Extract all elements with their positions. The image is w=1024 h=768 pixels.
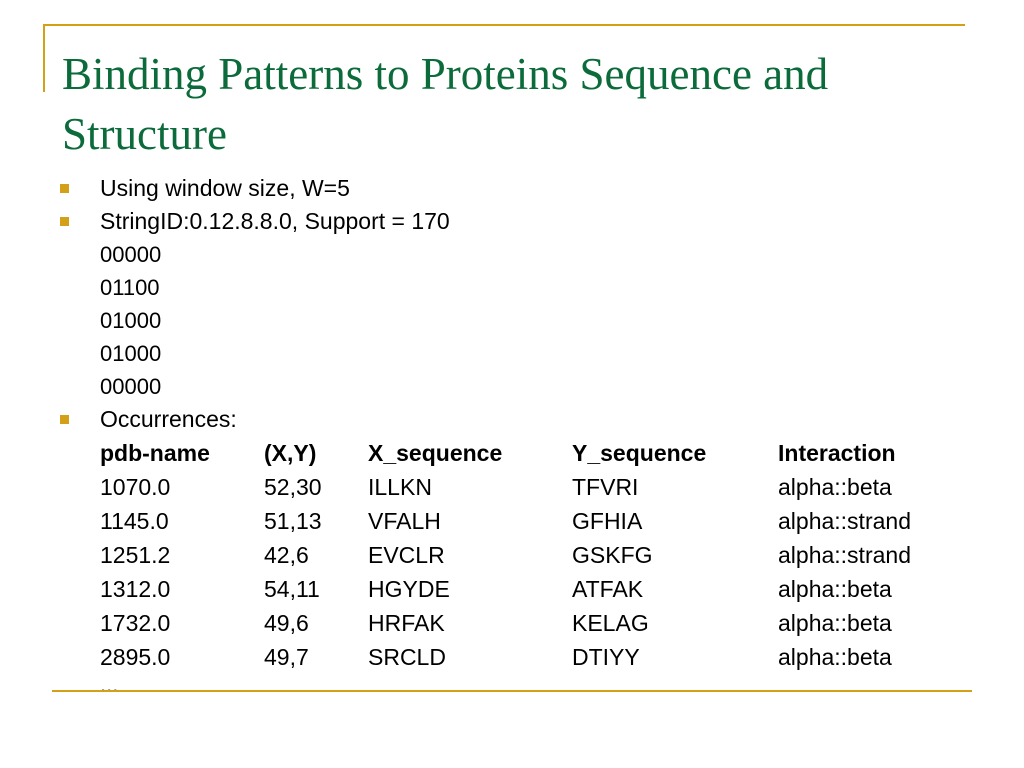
- slide-content: Using window size, W=5 StringID:0.12.8.8…: [60, 172, 980, 696]
- occurrences-table: pdb-name (X,Y) X_sequence Y_sequence Int…: [100, 436, 948, 674]
- bullet-string-id: StringID:0.12.8.8.0, Support = 170: [60, 205, 980, 238]
- column-header: (X,Y): [264, 440, 317, 466]
- column-header: Y_sequence: [572, 440, 707, 466]
- table-cell: HGYDE: [368, 576, 450, 602]
- bullet-square-icon: [60, 217, 69, 226]
- table-cell: 1251.2: [100, 542, 171, 568]
- table-cell: 1312.0: [100, 576, 171, 602]
- table-cell: GSKFG: [572, 542, 653, 568]
- table-cell: HRFAK: [368, 610, 445, 636]
- table-cell: ATFAK: [572, 576, 644, 602]
- table-cell: alpha::strand: [778, 508, 911, 534]
- bullet-square-icon: [60, 415, 69, 424]
- table-cell: EVCLR: [368, 542, 445, 568]
- table-cell: SRCLD: [368, 644, 446, 670]
- table-row: 1312.0 54,11 HGYDE ATFAK alpha::beta: [100, 572, 948, 606]
- table-cell: 42,6: [264, 542, 309, 568]
- column-header: Interaction: [778, 440, 896, 466]
- table-cell: 49,7: [264, 644, 309, 670]
- matrix-row: 00000: [100, 374, 162, 399]
- table-cell: TFVRI: [572, 474, 639, 500]
- bullet-square-icon: [60, 184, 69, 193]
- table-cell: 1732.0: [100, 610, 171, 636]
- bullet-text: Occurrences:: [100, 406, 237, 432]
- table-cell: KELAG: [572, 610, 649, 636]
- table-header-row: pdb-name (X,Y) X_sequence Y_sequence Int…: [100, 436, 948, 470]
- bullet-occurrences: Occurrences:: [60, 403, 980, 436]
- column-header: X_sequence: [368, 440, 503, 466]
- matrix-row: 00000: [100, 242, 162, 267]
- table-cell: 1070.0: [100, 474, 171, 500]
- table-row: 1251.2 42,6 EVCLR GSKFG alpha::strand: [100, 538, 948, 572]
- table-cell: 2895.0: [100, 644, 171, 670]
- table-cell: alpha::beta: [778, 576, 892, 602]
- table-continuation: ...: [100, 672, 119, 697]
- matrix-row: 01000: [100, 341, 162, 366]
- column-header: pdb-name: [100, 440, 210, 466]
- table-cell: 51,13: [264, 508, 322, 534]
- slide-title: Binding Patterns to Proteins Sequence an…: [62, 49, 829, 159]
- frame-bottom-line: [52, 690, 972, 692]
- table-cell: alpha::beta: [778, 644, 892, 670]
- table-row: 1732.0 49,6 HRFAK KELAG alpha::beta: [100, 606, 948, 640]
- matrix-row: 01000: [100, 308, 162, 333]
- bullet-window-size: Using window size, W=5: [60, 172, 980, 205]
- table-cell: 49,6: [264, 610, 309, 636]
- table-row: 1070.0 52,30 ILLKN TFVRI alpha::beta: [100, 470, 948, 504]
- table-cell: alpha::beta: [778, 474, 892, 500]
- table-cell: ILLKN: [368, 474, 432, 500]
- table-cell: alpha::beta: [778, 610, 892, 636]
- table-cell: alpha::strand: [778, 542, 911, 568]
- table-cell: 52,30: [264, 474, 322, 500]
- table-row: 2895.0 49,7 SRCLD DTIYY alpha::beta: [100, 640, 948, 674]
- frame-left-line: [43, 24, 45, 92]
- bullet-text: StringID:0.12.8.8.0, Support = 170: [100, 208, 450, 234]
- table-cell: VFALH: [368, 508, 441, 534]
- table-cell: GFHIA: [572, 508, 643, 534]
- bullet-text: Using window size, W=5: [100, 175, 350, 201]
- table-cell: 54,11: [264, 576, 320, 602]
- matrix-row: 01100: [100, 275, 160, 300]
- table-cell: DTIYY: [572, 644, 640, 670]
- table-cell: 1145.0: [100, 508, 169, 534]
- frame-top-line: [43, 24, 965, 26]
- table-row: 1145.0 51,13 VFALH GFHIA alpha::strand: [100, 504, 948, 538]
